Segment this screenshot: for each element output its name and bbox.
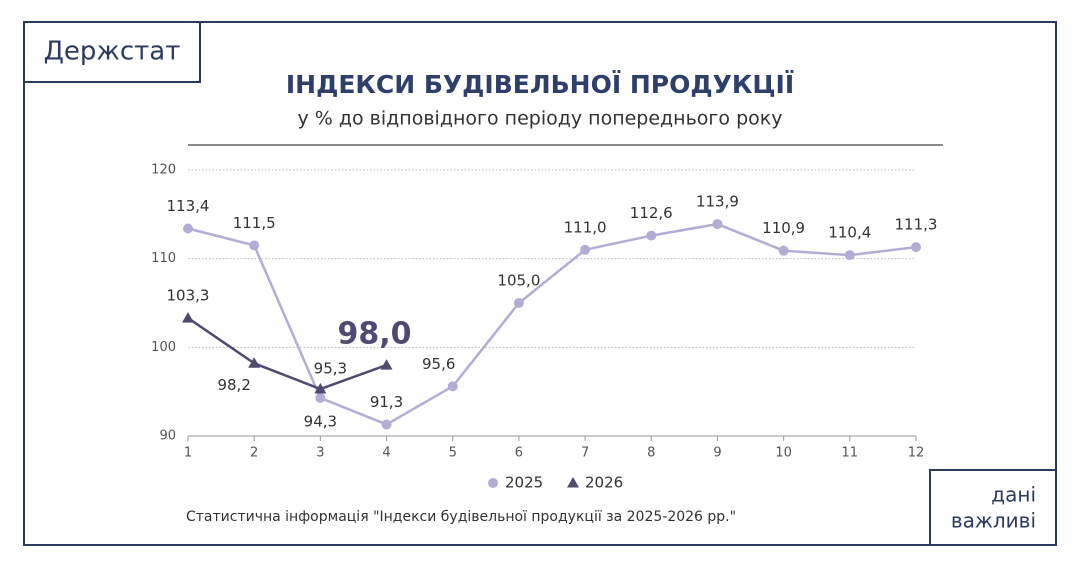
x-tick-label: 12 (908, 446, 925, 461)
frame (23, 21, 1057, 546)
data-point (381, 419, 392, 430)
series-line (187, 222, 917, 426)
x-tick-label: 11 (842, 446, 859, 461)
x-tick-label: 5 (449, 446, 457, 461)
data-point (182, 312, 194, 323)
data-point (447, 381, 458, 392)
data-point (380, 359, 393, 370)
x-tick-label: 6 (515, 446, 523, 461)
data-label: 111,3 (895, 216, 938, 234)
data-label: 112,6 (630, 204, 673, 222)
x-tick-label: 8 (647, 446, 655, 461)
data-label: 94,3 (304, 412, 337, 430)
y-tick-label: 120 (151, 163, 176, 178)
x-tick-label: 4 (382, 446, 390, 461)
source-note: Статистична інформація "Індекси будівель… (186, 509, 736, 525)
legend-label: 2025 (505, 474, 543, 492)
data-point (183, 223, 193, 234)
tagline-box (929, 469, 1057, 546)
x-tick-label: 2 (250, 446, 258, 461)
data-label: 95,6 (422, 355, 455, 373)
data-point (911, 242, 921, 253)
data-point (646, 230, 657, 241)
y-tick-label: 100 (151, 340, 176, 355)
data-label: 111,0 (564, 218, 607, 236)
series-line (187, 317, 387, 391)
data-point (844, 250, 855, 261)
legend-label: 2026 (585, 474, 623, 492)
data-point (778, 245, 789, 256)
data-label: 103,3 (167, 287, 210, 305)
data-point (314, 383, 327, 394)
legend-marker (488, 478, 498, 488)
data-label: 110,4 (828, 224, 871, 242)
x-tick-label: 10 (775, 446, 792, 461)
data-label: 113,9 (696, 193, 739, 211)
legend-marker (567, 477, 579, 488)
brand-box (23, 21, 201, 83)
x-tick-label: 9 (713, 446, 721, 461)
data-label: 113,4 (167, 197, 210, 215)
x-tick-label: 3 (316, 446, 324, 461)
data-point (513, 298, 524, 308)
data-label: 105,0 (497, 272, 540, 290)
data-label: 111,5 (233, 214, 276, 232)
x-tick-label: 7 (581, 446, 589, 461)
data-label: 98,2 (217, 376, 250, 394)
tagline: важливі (951, 509, 1036, 533)
data-label: 95,3 (314, 360, 347, 378)
y-tick-label: 90 (159, 429, 176, 444)
data-point (712, 219, 723, 230)
data-point (315, 392, 326, 403)
data-label: 98,0 (338, 317, 412, 352)
y-tick-label: 110 (151, 251, 176, 266)
x-tick-label: 1 (184, 446, 192, 461)
data-label: 110,9 (762, 219, 805, 237)
data-label: 91,3 (370, 393, 403, 411)
tagline: дані (991, 483, 1036, 507)
brand: Держстат (44, 37, 181, 67)
chart-title: ІНДЕКСИ БУДІВЕЛЬНОЇ ПРОДУКЦІЇ (286, 69, 794, 99)
data-point (248, 357, 261, 368)
chart-subtitle: у % до відповідного періоду попереднього… (298, 108, 783, 130)
data-point (249, 240, 260, 251)
data-point (580, 244, 591, 255)
